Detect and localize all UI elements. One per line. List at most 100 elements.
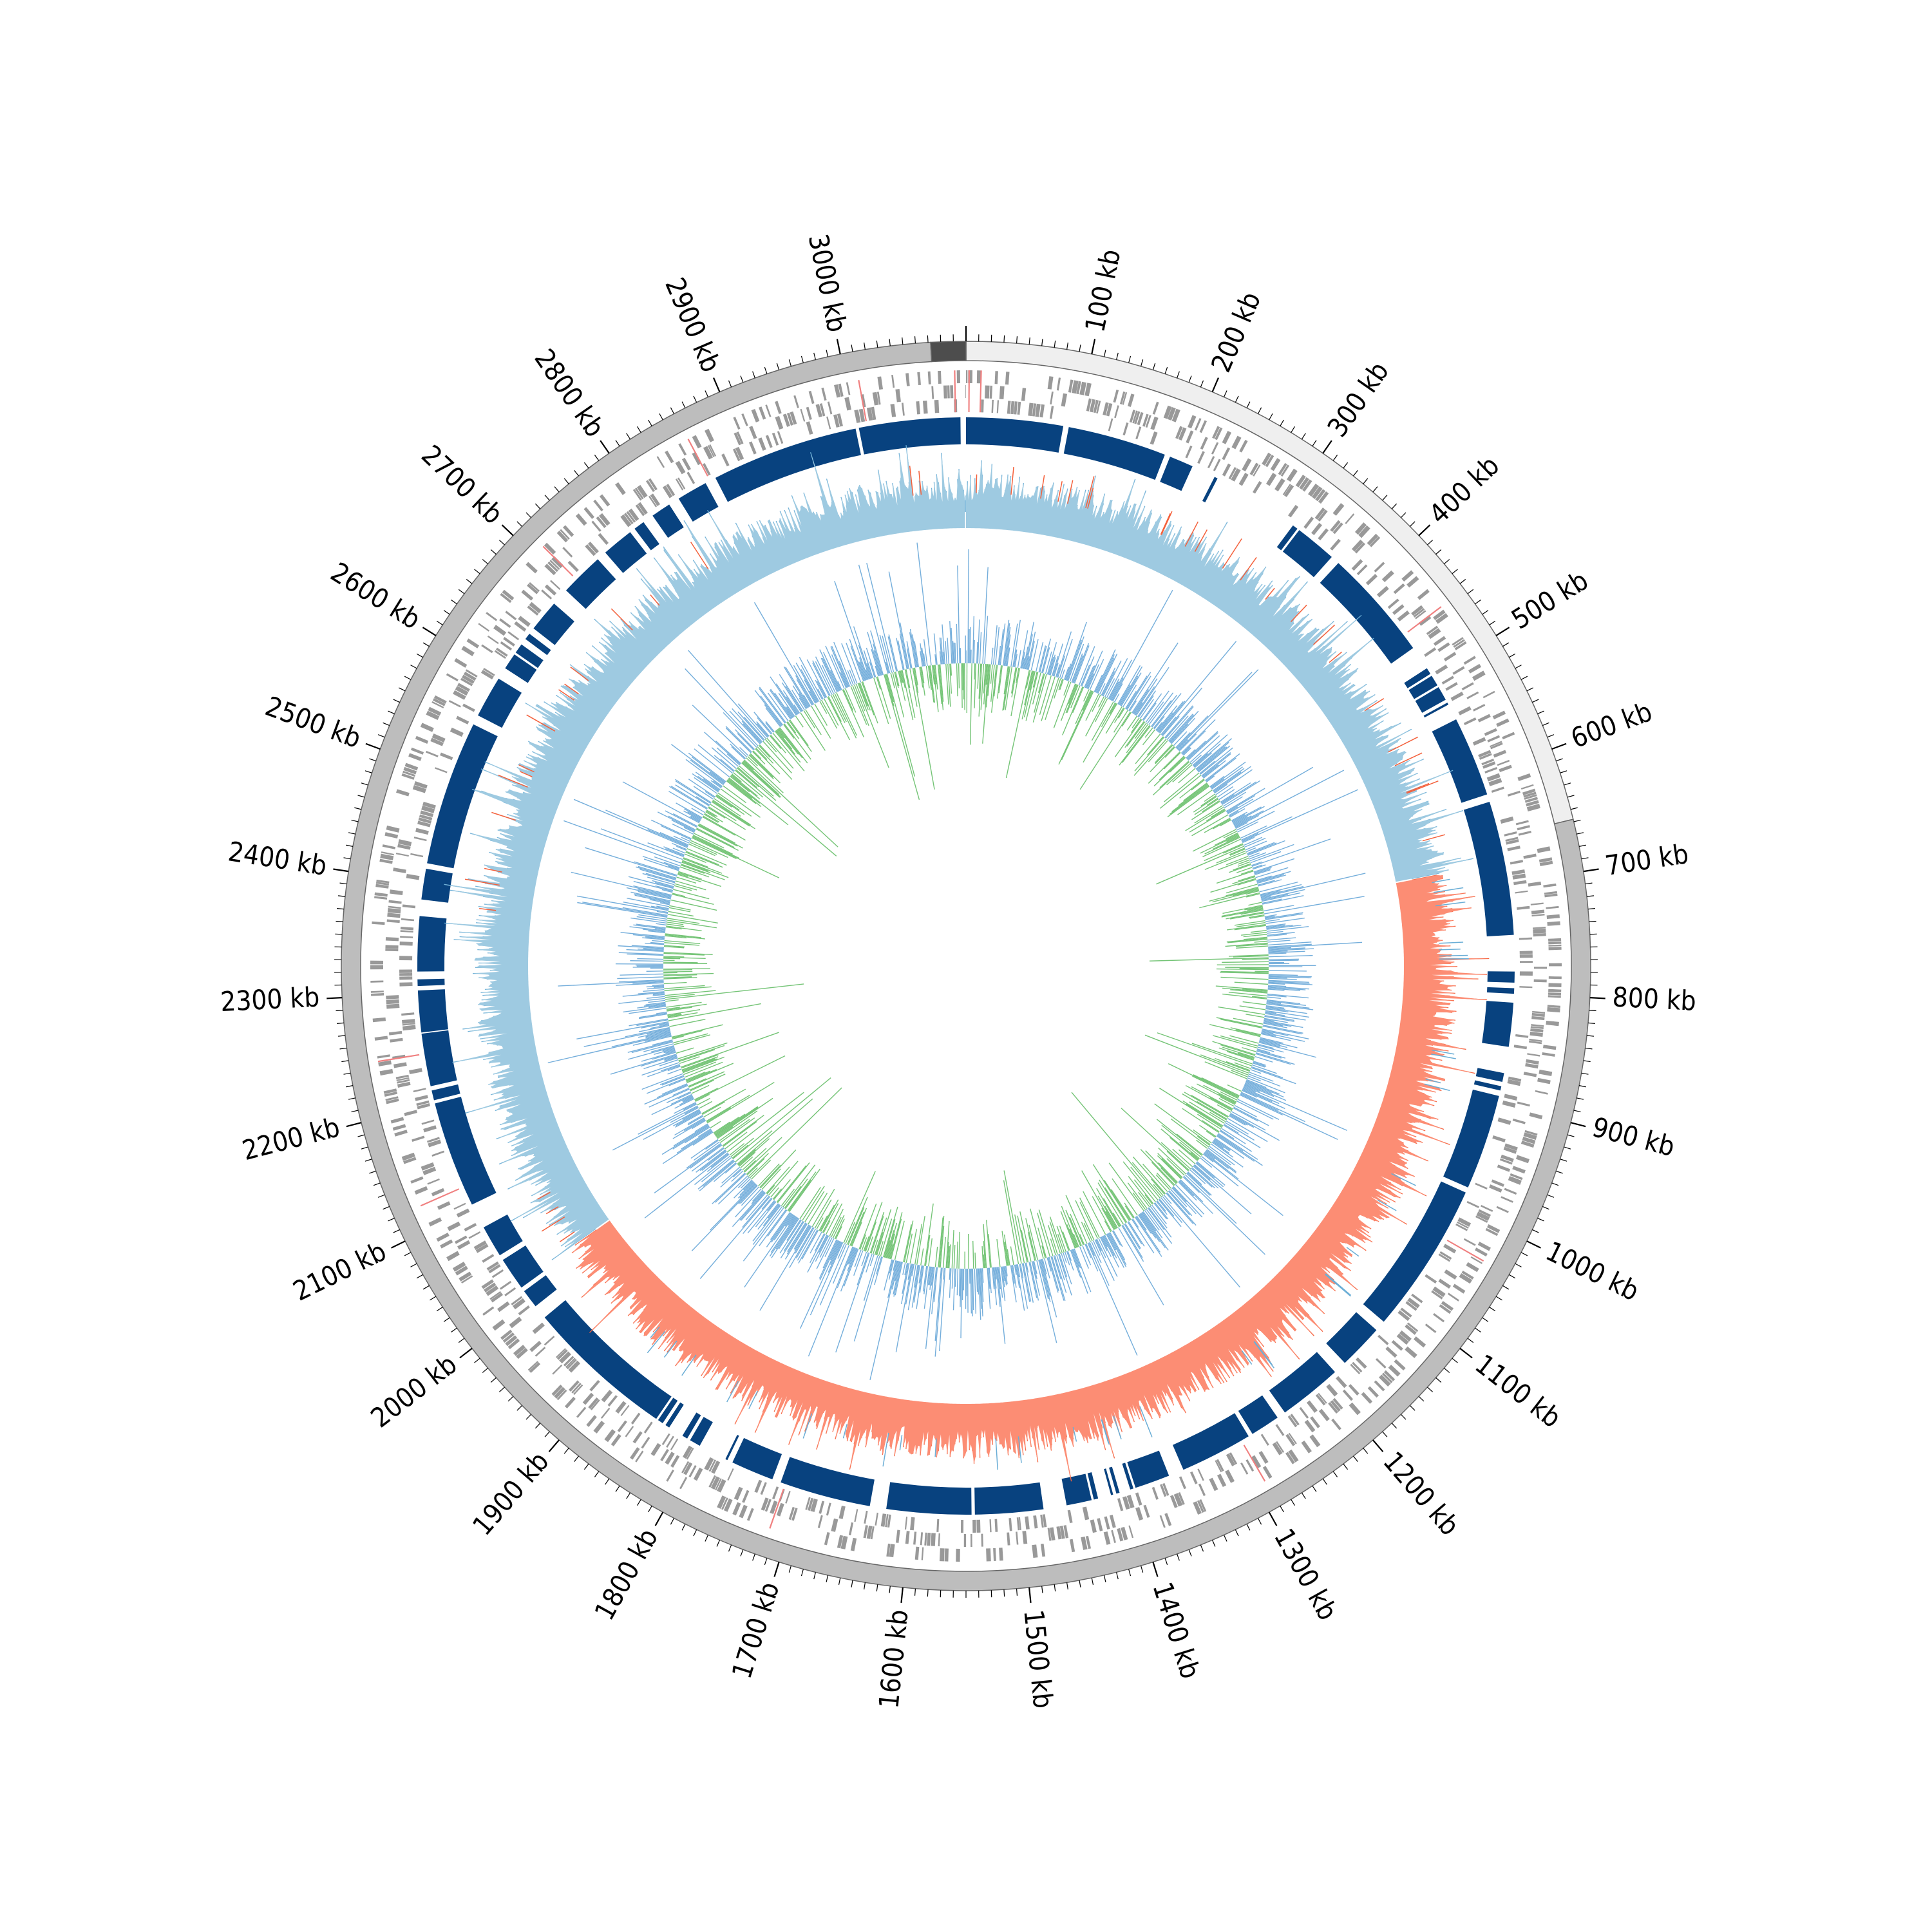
- gc-content-low: [1244, 936, 1267, 940]
- gc-content-high: [1120, 676, 1139, 706]
- minor-tick: [1280, 1506, 1284, 1513]
- gene-feature: [375, 882, 390, 886]
- gc-skew-outlier: [526, 714, 556, 732]
- gc-content-low: [1161, 1158, 1182, 1179]
- minor-tick: [336, 1010, 343, 1012]
- gc-content-high: [1160, 716, 1177, 735]
- gene-feature: [1152, 401, 1159, 415]
- gc-content-low: [1062, 1231, 1070, 1251]
- gc-content-high: [949, 1268, 951, 1280]
- gc-content-high: [992, 1267, 995, 1289]
- gene-feature: [1406, 1322, 1419, 1332]
- gc-content-high: [927, 1266, 931, 1285]
- gc-content-low: [1152, 761, 1190, 796]
- gc-content-low: [1061, 1206, 1079, 1247]
- gc-content-low: [665, 933, 701, 938]
- gene-feature: [388, 900, 402, 904]
- gene-feature: [1475, 1215, 1488, 1223]
- gc-content-high: [1092, 1240, 1101, 1256]
- gc-content-low: [1149, 957, 1269, 961]
- gc-content-high: [766, 1212, 791, 1247]
- gene-feature: [400, 936, 413, 938]
- gene-feature: [686, 1447, 694, 1460]
- minor-tick: [1578, 844, 1586, 847]
- gc-content-high: [1081, 656, 1095, 687]
- gene-feature: [1022, 1531, 1028, 1544]
- gene-feature: [1387, 598, 1399, 609]
- gc-skew-outlier: [1072, 1426, 1077, 1442]
- gc-content-low: [1249, 915, 1265, 919]
- homology-block: [634, 522, 659, 551]
- gc-content-high: [617, 976, 664, 980]
- gene-feature: [1496, 1206, 1509, 1213]
- gc-content-high: [630, 917, 667, 924]
- gc-skew-outlier: [1432, 878, 1450, 884]
- gc-content-high: [907, 1264, 916, 1311]
- gene-feature: [938, 370, 942, 384]
- gene-feature: [593, 1421, 605, 1434]
- minor-tick: [1003, 335, 1005, 343]
- gc-content-low: [697, 1097, 710, 1106]
- minor-tick: [1475, 599, 1481, 605]
- gc-skew-outlier: [1010, 467, 1014, 495]
- gc-content-low: [1151, 1179, 1165, 1195]
- gc-content-high: [788, 1215, 795, 1226]
- gc-content-high: [1153, 715, 1165, 730]
- gc-content-low: [835, 1226, 842, 1240]
- gene-feature: [1482, 690, 1495, 699]
- gc-content-high: [627, 1040, 673, 1053]
- gc-content-low: [1229, 864, 1252, 873]
- gene-feature: [1528, 881, 1542, 887]
- gc-content-high: [1264, 896, 1365, 914]
- gc-content-low: [1065, 1195, 1088, 1244]
- gene-feature: [414, 1186, 428, 1195]
- gc-content-low: [703, 1106, 721, 1118]
- gc-skew-outlier: [1406, 782, 1430, 793]
- gc-content-high: [1051, 1256, 1066, 1302]
- gc-content-high: [1025, 1262, 1034, 1303]
- gc-content-low: [1121, 712, 1132, 727]
- gene-feature: [401, 773, 415, 780]
- gene-feature: [370, 965, 384, 970]
- minor-tick: [365, 1159, 372, 1162]
- gene-feature: [741, 413, 748, 426]
- gc-content-high: [740, 1185, 758, 1204]
- minor-tick: [705, 390, 709, 397]
- gc-content-low: [1234, 981, 1269, 985]
- gc-content-high: [1260, 1033, 1291, 1041]
- homology-block: [478, 678, 522, 728]
- gc-content-low: [1203, 1084, 1237, 1103]
- minor-tick: [1452, 1358, 1458, 1363]
- minor-tick: [1054, 1584, 1056, 1592]
- minor-tick: [1116, 1572, 1119, 1580]
- gene-feature: [456, 1208, 470, 1218]
- gc-content-high: [982, 567, 989, 664]
- gc-content-high: [1260, 1037, 1298, 1048]
- gc-content-high: [1186, 741, 1206, 759]
- gc-content-high: [1158, 700, 1186, 734]
- gc-content-high: [1255, 867, 1289, 878]
- minor-tick: [1542, 1206, 1549, 1210]
- gc-content-low: [760, 1150, 797, 1189]
- gc-content-high: [1011, 1265, 1016, 1284]
- gene-feature: [1535, 1090, 1548, 1095]
- gene-feature: [1079, 381, 1087, 395]
- gc-content-high: [618, 952, 664, 955]
- gene-feature: [936, 1519, 940, 1532]
- gene-feature: [721, 1497, 728, 1510]
- gc-content-low: [1234, 920, 1265, 926]
- gene-feature: [1466, 1262, 1479, 1273]
- gc-content-low: [664, 945, 685, 948]
- gc-skew-outlier: [842, 1424, 848, 1439]
- gene-feature: [1530, 1026, 1544, 1030]
- gene-feature: [630, 1447, 640, 1460]
- gene-feature: [670, 1438, 679, 1450]
- minor-tick: [1515, 665, 1522, 669]
- gc-content-low: [1182, 1108, 1219, 1133]
- gene-feature: [827, 401, 833, 415]
- gc-content-high: [1262, 892, 1301, 902]
- minor-tick: [605, 1478, 610, 1485]
- gc-content-high: [737, 1177, 750, 1189]
- scale-ticks: [327, 326, 1605, 1604]
- gene-feature: [1548, 976, 1562, 980]
